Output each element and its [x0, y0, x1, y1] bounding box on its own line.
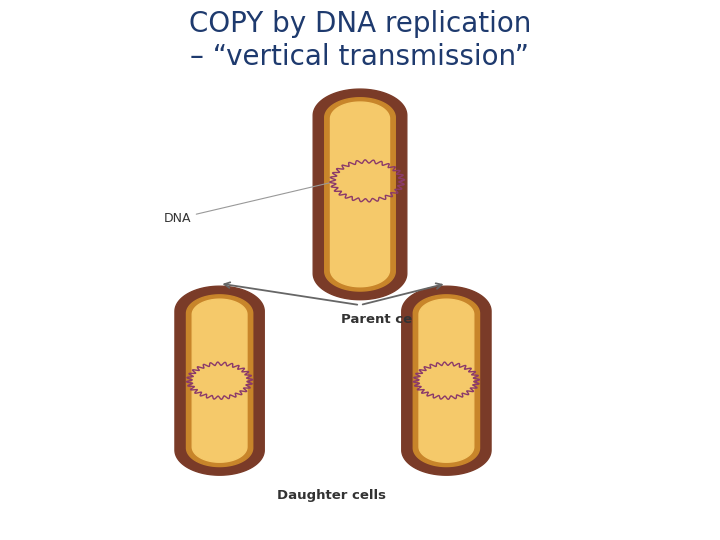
Polygon shape [413, 295, 480, 467]
Text: COPY by DNA replication: COPY by DNA replication [189, 10, 531, 38]
Polygon shape [313, 89, 407, 300]
Polygon shape [419, 299, 474, 462]
Polygon shape [192, 299, 247, 462]
Polygon shape [186, 295, 253, 467]
Polygon shape [175, 286, 264, 475]
Polygon shape [402, 286, 491, 475]
Text: Daughter cells: Daughter cells [276, 489, 386, 502]
Text: DNA: DNA [163, 181, 335, 225]
Polygon shape [325, 98, 395, 291]
Text: – “vertical transmission”: – “vertical transmission” [191, 43, 529, 71]
Text: Parent cell: Parent cell [341, 313, 422, 326]
Polygon shape [330, 102, 390, 287]
